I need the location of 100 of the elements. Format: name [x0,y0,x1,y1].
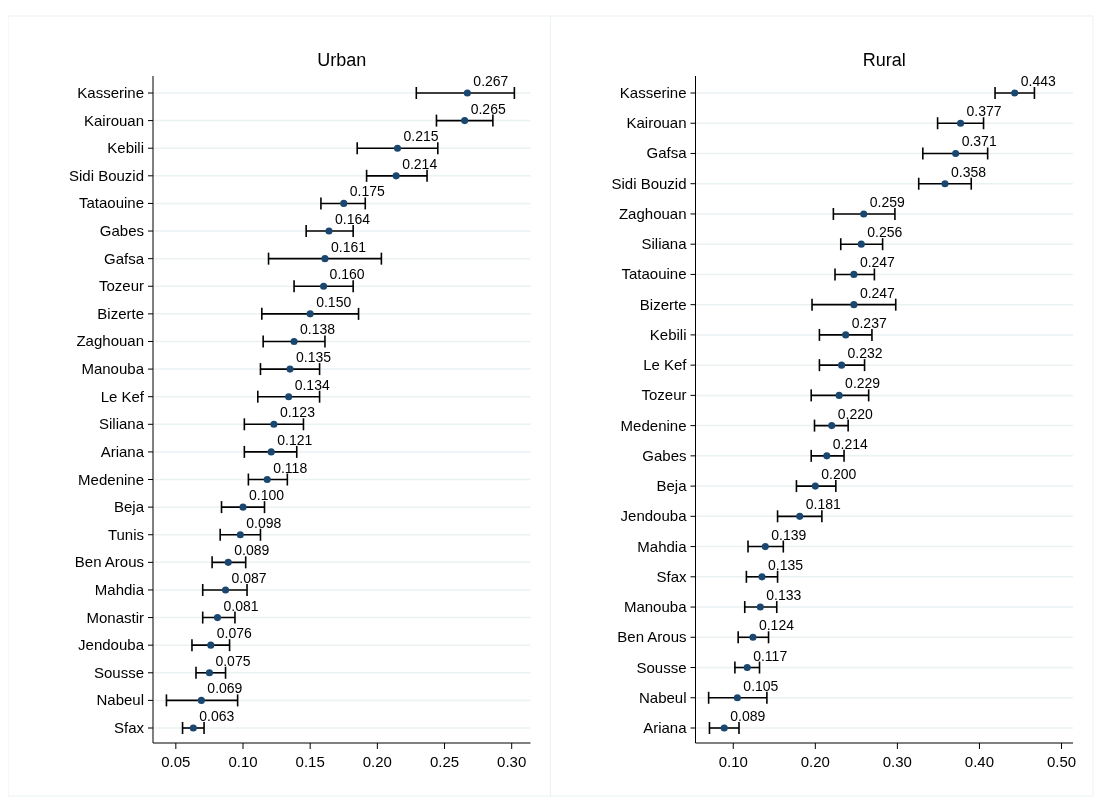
x-tick-label: 0.25 [429,753,460,770]
point [392,172,400,180]
data-label: 0.164 [334,211,371,228]
x-tick-label: 0.30 [882,753,912,770]
data-label: 0.232 [847,345,883,362]
point [207,641,215,649]
point [221,586,230,594]
data-label: 0.069 [207,680,243,697]
y-tick-label: Zaghouan [76,332,144,350]
data-label: 0.358 [950,163,987,180]
y-tick-label: Tozeur [98,277,144,295]
point [850,270,858,278]
y-tick-label: Tataouine [621,265,687,283]
data-label: 0.247 [859,284,896,301]
point [842,331,850,339]
point [828,422,836,430]
data-label: 0.123 [279,404,316,421]
y-tick-label: Ben Arous [617,628,687,646]
data-label: 0.215 [403,128,439,145]
x-tick-label: 0.10 [228,753,258,770]
point [325,227,333,235]
y-tick-label: Ben Arous [74,553,144,571]
data-label: 0.259 [869,193,905,210]
data-label: 0.220 [837,405,873,422]
x-tick-label: 0.10 [718,753,748,770]
y-tick-label: Sidi Bouzid [611,174,687,192]
y-tick-label: Jendouba [78,636,145,654]
chart-title: Urban [317,50,367,70]
y-tick-label: Sousse [636,658,687,676]
data-label: 0.063 [199,708,235,724]
point [189,724,197,732]
y-tick-label: Tataouine [78,194,144,212]
data-label: 0.121 [277,431,313,448]
data-label: 0.075 [215,652,251,669]
point [461,117,469,125]
data-label: 0.214 [832,435,869,452]
y-tick-label: Kasserine [619,84,687,101]
y-tick-label: Medenine [620,416,687,434]
point [758,573,766,581]
data-label: 0.135 [767,556,804,573]
data-label: 0.133 [766,587,802,604]
point [286,365,294,373]
point [952,149,960,158]
y-tick-label: Gafsa [646,144,688,162]
data-label: 0.098 [246,514,282,531]
point [749,633,757,641]
point [835,391,843,399]
chart-title: Rural [862,50,906,70]
y-tick-label: Gafsa [103,249,145,267]
data-label: 0.214 [402,155,438,172]
point [796,512,804,520]
point [306,310,314,318]
x-tick-label: 0.05 [161,753,191,770]
y-tick-label: Gabes [642,446,687,464]
point [320,282,328,290]
data-label: 0.087 [231,569,267,586]
point [267,448,275,456]
y-tick-label: Bizerte [97,304,144,322]
point [838,361,846,369]
y-tick-label: Sfax [113,719,145,736]
data-label: 0.181 [805,496,841,513]
data-label: 0.117 [753,647,788,664]
point [236,531,244,539]
data-label: 0.134 [294,376,330,393]
point [860,210,868,218]
data-label: 0.076 [216,625,253,642]
data-label: 0.229 [845,375,881,392]
point [850,301,858,309]
y-tick-label: Sousse [93,663,144,681]
data-label: 0.377 [966,103,1002,120]
x-tick-label: 0.40 [964,753,995,770]
y-tick-label: Kasserine [77,84,144,101]
data-label: 0.089 [730,708,766,724]
point [857,240,865,248]
y-tick-label: Zaghouan [618,204,687,222]
y-tick-label: Siliana [641,235,688,253]
data-label: 0.267 [473,73,509,89]
point [720,724,728,732]
y-tick-label: Gabes [99,222,144,240]
point [239,503,247,511]
y-tick-label: Kebili [649,325,687,343]
x-tick-label: 0.30 [497,753,527,770]
y-tick-label: Jendouba [620,507,688,525]
y-tick-label: Ariana [100,442,145,460]
y-tick-label: Bizerte [639,295,687,313]
data-label: 0.175 [349,183,386,200]
point [957,119,965,127]
x-tick-label: 0.20 [362,753,392,770]
data-label: 0.443 [1020,73,1056,89]
point [1011,89,1019,97]
point [393,144,402,152]
y-tick-label: Sidi Bouzid [68,166,144,184]
data-label: 0.265 [470,100,506,117]
data-label: 0.371 [961,133,997,150]
y-tick-label: Tunis [107,525,144,543]
point [285,393,293,401]
data-label: 0.118 [273,459,308,476]
data-label: 0.150 [316,293,352,310]
x-tick-label: 0.50 [1046,753,1077,770]
y-tick-label: Mahdia [637,537,688,555]
